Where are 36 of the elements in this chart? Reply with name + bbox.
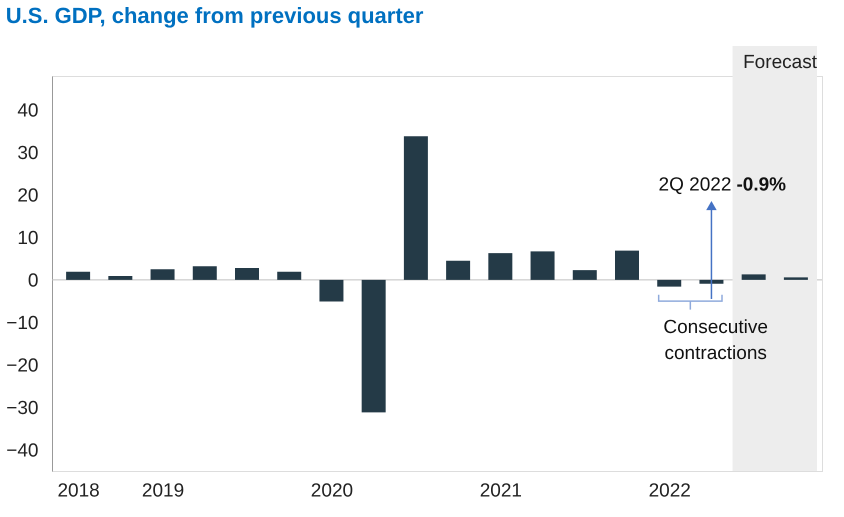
x-tick-label: 2018 (57, 480, 100, 502)
bar (235, 268, 259, 280)
bar (572, 270, 597, 280)
bar (362, 280, 386, 412)
annotation: -0.9% (736, 174, 786, 196)
bar (530, 251, 555, 280)
chart-title: U.S. GDP, change from previous quarter (6, 3, 424, 28)
x-tick-label: 2021 (480, 480, 522, 502)
y-tick-label: −10 (6, 312, 38, 334)
bar (742, 274, 766, 280)
y-tick-label: 40 (17, 100, 38, 122)
x-tick-label: 2020 (310, 480, 354, 502)
text: Forecast (743, 52, 818, 73)
y-tick-label: −20 (6, 355, 38, 376)
bar (784, 277, 808, 280)
x-tick-label: 2022 (648, 480, 691, 502)
bar (404, 136, 428, 280)
y-tick-label: 0 (28, 270, 38, 292)
bar (488, 253, 512, 280)
bar (150, 269, 175, 280)
y-tick-label: 20 (17, 185, 38, 206)
bar (446, 260, 470, 280)
y-tick-label: 30 (17, 142, 38, 164)
y-tick-label: −30 (6, 398, 38, 419)
bar (192, 266, 217, 280)
annotation: 2Q 2022 (658, 174, 732, 196)
bar (66, 272, 90, 280)
bar (615, 250, 639, 280)
x-tick-label: 2019 (142, 480, 184, 502)
bar (319, 280, 344, 302)
y-tick-label: 10 (17, 228, 38, 249)
y-tick-label: −40 (6, 440, 38, 462)
annotation: Consecutive contractions (663, 317, 768, 364)
bar (108, 276, 132, 280)
bar (277, 272, 302, 280)
bar (657, 280, 682, 287)
